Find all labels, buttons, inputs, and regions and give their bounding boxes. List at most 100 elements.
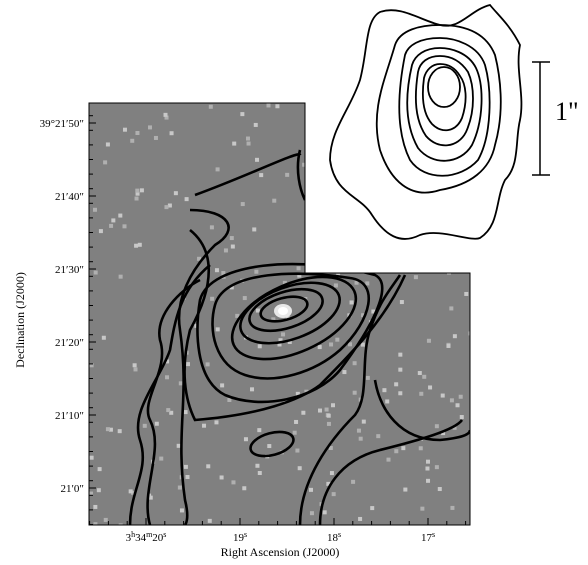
speck	[240, 112, 244, 116]
speck	[327, 422, 331, 426]
speck	[362, 420, 366, 424]
speck	[185, 475, 189, 479]
speck	[419, 392, 423, 396]
speck	[165, 375, 169, 379]
speck	[135, 131, 139, 135]
speck	[366, 376, 370, 380]
speck	[409, 150, 413, 154]
speck	[446, 344, 450, 348]
speck	[231, 245, 235, 249]
speck	[447, 270, 451, 274]
speck	[216, 167, 220, 171]
speck	[357, 429, 361, 433]
speck	[220, 383, 224, 387]
speck	[309, 488, 313, 492]
speck	[377, 256, 381, 260]
speck	[246, 137, 250, 141]
number: 17	[421, 532, 433, 544]
speck	[382, 388, 386, 392]
speck	[111, 218, 115, 222]
speck	[266, 103, 270, 107]
speck	[275, 104, 279, 108]
speck	[317, 145, 321, 149]
speck	[118, 214, 122, 218]
speck	[214, 420, 218, 424]
speck	[323, 510, 327, 514]
speck	[359, 437, 363, 441]
speck	[254, 123, 258, 127]
x-axis-label: Right Ascension (J2000)	[221, 545, 340, 559]
speck	[164, 205, 168, 209]
speck	[93, 522, 97, 526]
speck	[363, 168, 367, 172]
speck	[401, 446, 405, 450]
speck	[418, 371, 422, 375]
speck	[93, 208, 97, 212]
speck	[403, 488, 407, 492]
speck	[170, 131, 174, 135]
speck	[428, 385, 432, 389]
y-tick-label: 21′30″	[55, 264, 84, 276]
speck	[135, 189, 139, 193]
speck	[330, 471, 334, 475]
speck	[453, 334, 457, 338]
speck	[365, 281, 369, 285]
speck	[427, 339, 431, 343]
speck	[468, 135, 472, 139]
speck	[98, 467, 102, 471]
speck	[106, 142, 110, 146]
speck	[343, 196, 347, 200]
speck	[431, 176, 435, 180]
speck	[159, 457, 163, 461]
inset: 1"	[330, 5, 579, 239]
speck	[104, 518, 108, 522]
speck	[267, 444, 271, 448]
figure: 39°21′50″21′40″21′30″21′20″21′10″21′0″3h…	[0, 0, 588, 565]
speck	[426, 479, 430, 483]
speck	[456, 403, 460, 407]
speck	[135, 197, 139, 201]
speck	[99, 229, 103, 233]
speck	[342, 370, 346, 374]
speck	[90, 456, 94, 460]
speck	[449, 306, 453, 310]
speck	[163, 113, 167, 117]
speck	[168, 204, 172, 208]
speck	[259, 173, 263, 177]
speck	[231, 480, 235, 484]
y-tick-label: 21′10″	[55, 410, 84, 422]
speck	[315, 161, 319, 165]
speck	[154, 136, 158, 140]
speck	[216, 327, 220, 331]
speck	[454, 114, 458, 118]
speck	[166, 408, 170, 412]
speck	[210, 297, 214, 301]
speck	[318, 345, 322, 349]
speck	[244, 437, 248, 441]
speck	[209, 105, 213, 109]
speck	[385, 399, 389, 403]
unit: s	[163, 530, 166, 539]
speck	[281, 332, 285, 336]
speck	[94, 271, 98, 275]
speck	[220, 475, 224, 479]
number: 34	[135, 532, 147, 544]
speck	[179, 381, 183, 385]
speck	[180, 508, 184, 512]
speck	[335, 338, 339, 342]
speck	[422, 217, 426, 221]
speck	[148, 125, 152, 129]
speck	[409, 219, 413, 223]
speck	[353, 361, 357, 365]
speck	[387, 458, 391, 462]
scale-label: 1"	[555, 97, 579, 126]
speck	[243, 296, 247, 300]
speck	[123, 128, 127, 132]
speck	[230, 236, 234, 240]
number: 18	[327, 532, 339, 544]
speck	[254, 270, 258, 274]
speck	[350, 300, 354, 304]
speck	[432, 182, 436, 186]
speck	[140, 188, 144, 192]
speck	[210, 225, 214, 229]
